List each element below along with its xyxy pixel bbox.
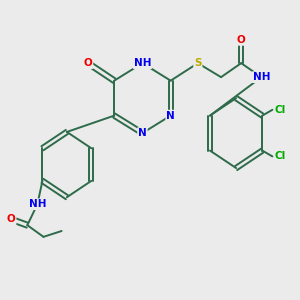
Text: S: S [194, 58, 202, 68]
Text: O: O [7, 214, 16, 224]
Text: O: O [84, 58, 92, 68]
Text: NH: NH [253, 72, 270, 82]
Text: N: N [166, 111, 175, 121]
Text: N: N [138, 128, 147, 138]
Text: NH: NH [134, 58, 151, 68]
Text: Cl: Cl [275, 152, 286, 161]
Text: Cl: Cl [275, 105, 286, 115]
Text: O: O [237, 35, 246, 45]
Text: NH: NH [29, 199, 46, 209]
